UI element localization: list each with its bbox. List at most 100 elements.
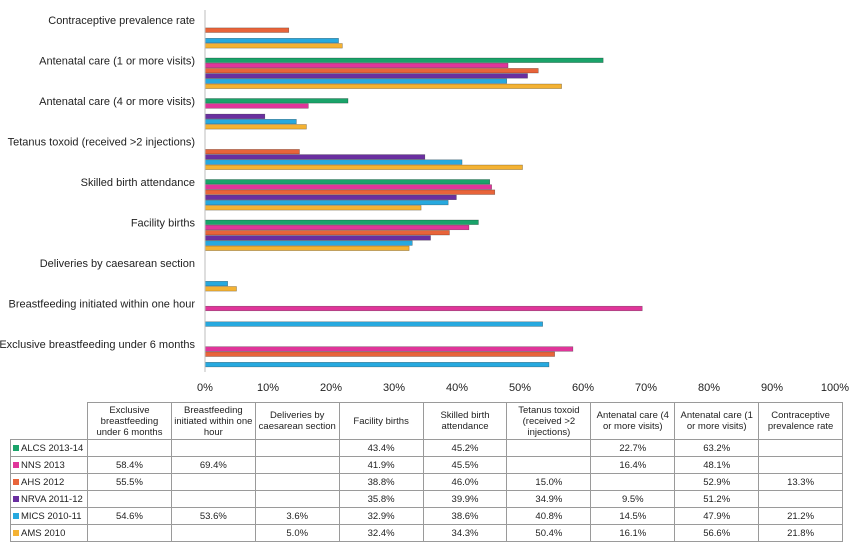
x-tick-label: 30% bbox=[383, 382, 405, 394]
data-table: Exclusive breastfeeding under 6 months Br… bbox=[10, 402, 844, 542]
x-tick-label: 20% bbox=[320, 382, 342, 394]
x-tick-label: 40% bbox=[446, 382, 468, 394]
bar-chart: Contraceptive prevalence rate Antenatal c… bbox=[0, 10, 849, 394]
x-tick-label: 60% bbox=[572, 382, 594, 394]
table-cell: 39.9% bbox=[422, 490, 508, 508]
category-labels: Contraceptive prevalence rate Antenatal c… bbox=[0, 15, 195, 351]
table-row: NRVA 2011-12 35.8% 39.9% 34.9% 9.5% 51.2% bbox=[10, 490, 844, 508]
bar-mics-2010-11-facility-births bbox=[204, 240, 413, 246]
table-cell: 56.6% bbox=[674, 524, 760, 542]
bar-ahs-2012-contraceptive-prevalence-rate bbox=[204, 27, 290, 33]
category-label-tetanus-toxoid-received-2-injections: Tetanus toxoid (received >2 injections) bbox=[8, 137, 195, 149]
bar-mics-2010-11-breastfeeding-initiated-within-one-hour bbox=[204, 321, 543, 327]
series-name-cell: NNS 2013 bbox=[10, 456, 88, 474]
table-cell bbox=[254, 490, 340, 508]
category-label-antenatal-care-4-or-more-visits: Antenatal care (4 or more visits) bbox=[39, 96, 195, 108]
table-cell bbox=[254, 456, 340, 474]
table-body: ALCS 2013-14 43.4% 45.2% 22.7% 63.2% NNS 2013… bbox=[10, 439, 844, 542]
table-cell: 53.6% bbox=[170, 507, 256, 525]
table-cell bbox=[254, 439, 340, 457]
table-header-cell: Skilled birth attendance bbox=[422, 402, 508, 440]
bar-ams-2010-facility-births bbox=[204, 245, 410, 251]
table-cell bbox=[758, 490, 844, 508]
bar-ams-2010-antenatal-care-4-or-more-visits bbox=[204, 124, 307, 130]
bar-alcs-2013-14-antenatal-care-4-or-more-visits bbox=[204, 98, 349, 104]
table-header-cell: Contraceptive prevalence rate bbox=[758, 402, 844, 440]
table-header-cell: Exclusive breastfeeding under 6 months bbox=[87, 402, 172, 440]
table-cell: 63.2% bbox=[674, 439, 760, 457]
bar-ams-2010-antenatal-care-1-or-more-visits bbox=[204, 83, 562, 89]
table-row: AMS 2010 5.0% 32.4% 34.3% 50.4% 16.1% 56.6% 21.… bbox=[10, 524, 844, 542]
bar-mics-2010-11-antenatal-care-4-or-more-visits bbox=[204, 119, 297, 125]
table-cell: 58.4% bbox=[87, 456, 172, 474]
table-cell: 9.5% bbox=[590, 490, 676, 508]
x-tick-label: 10% bbox=[257, 382, 279, 394]
table-cell: 45.5% bbox=[422, 456, 508, 474]
table-cell bbox=[758, 456, 844, 474]
legend-swatch bbox=[13, 478, 19, 485]
table-cell bbox=[87, 524, 172, 542]
category-label-skilled-birth-attendance: Skilled birth attendance bbox=[81, 177, 195, 189]
bar-nns-2013-facility-births bbox=[204, 224, 470, 231]
bar-nns-2013-breastfeeding-initiated-within-one-hour bbox=[204, 305, 643, 312]
bar-ams-2010-tetanus-toxoid-received-2-injections bbox=[204, 164, 523, 170]
table-cell: 69.4% bbox=[170, 456, 256, 474]
table-cell bbox=[87, 490, 172, 508]
category-label-exclusive-breastfeeding-under-6-months: Exclusive breastfeeding under 6 months bbox=[0, 339, 195, 351]
table-cell bbox=[254, 473, 340, 491]
bar-nns-2013-antenatal-care-4-or-more-visits bbox=[204, 103, 309, 109]
table-cell: 14.5% bbox=[590, 507, 676, 525]
x-tick-label: 50% bbox=[509, 382, 531, 394]
table-cell: 38.8% bbox=[338, 473, 424, 491]
table-cell: 41.9% bbox=[338, 456, 424, 474]
table-cell: 32.9% bbox=[338, 507, 424, 525]
x-tick-label: 0% bbox=[197, 382, 213, 394]
series-name-cell: ALCS 2013-14 bbox=[10, 439, 88, 457]
table-header-row: Exclusive breastfeeding under 6 months Br… bbox=[10, 402, 844, 440]
legend-swatch bbox=[13, 495, 19, 502]
table-cell: 46.0% bbox=[422, 473, 508, 491]
table-cell bbox=[170, 473, 256, 491]
x-tick-label: 100% bbox=[821, 382, 849, 394]
legend-swatch bbox=[13, 529, 19, 536]
table-row: AHS 2012 55.5% 38.8% 46.0% 15.0% 52.9% 13.3% bbox=[10, 473, 844, 491]
bar-mics-2010-11-tetanus-toxoid-received-2-injections bbox=[204, 159, 463, 165]
table-cell: 40.8% bbox=[506, 507, 592, 525]
table-row: NNS 2013 58.4% 69.4% 41.9% 45.5% 16.4% 48.1% bbox=[10, 456, 844, 474]
x-tick-label: 80% bbox=[698, 382, 720, 394]
table-header-cell: Antenatal care (1 or more visits) bbox=[674, 402, 760, 440]
table-header-cell: Facility births bbox=[338, 402, 424, 440]
table-cell: 52.9% bbox=[674, 473, 760, 491]
table-cell: 21.8% bbox=[758, 524, 844, 542]
bar-mics-2010-11-antenatal-care-1-or-more-visits bbox=[204, 78, 508, 84]
table-cell bbox=[170, 490, 256, 508]
table-cell: 21.2% bbox=[758, 507, 844, 525]
bar-nns-2013-antenatal-care-1-or-more-visits bbox=[204, 62, 509, 69]
table-cell: 16.1% bbox=[590, 524, 676, 542]
table-header-cell: Breastfeeding initiated within one hour bbox=[170, 402, 256, 440]
series-name: AHS 2012 bbox=[21, 476, 65, 488]
bar-ams-2010-contraceptive-prevalence-rate bbox=[204, 43, 343, 49]
legend-swatch bbox=[13, 512, 19, 519]
table-cell: 47.9% bbox=[674, 507, 760, 525]
series-name: MICS 2010-11 bbox=[21, 510, 82, 522]
series-name: NRVA 2011-12 bbox=[21, 493, 83, 505]
table-cell: 43.4% bbox=[338, 439, 424, 457]
bar-nrva-2011-12-skilled-birth-attendance bbox=[204, 194, 457, 200]
bar-nrva-2011-12-tetanus-toxoid-received-2-injections bbox=[204, 154, 426, 160]
bar-nrva-2011-12-antenatal-care-4-or-more-visits bbox=[204, 113, 266, 119]
table-header-cell: Deliveries by caesarean section bbox=[254, 402, 340, 440]
series-name: AMS 2010 bbox=[21, 527, 66, 539]
table-cell: 55.5% bbox=[87, 473, 172, 491]
bar-ams-2010-skilled-birth-attendance bbox=[204, 205, 422, 211]
series-name: ALCS 2013-14 bbox=[21, 442, 84, 454]
bar-nns-2013-exclusive-breastfeeding-under-6-months bbox=[204, 346, 574, 352]
bar-ams-2010-deliveries-by-caesarean-section bbox=[204, 286, 237, 292]
table-cell: 32.4% bbox=[338, 524, 424, 542]
category-label-facility-births: Facility births bbox=[131, 218, 196, 230]
table-cell: 54.6% bbox=[87, 507, 172, 525]
legend-swatch bbox=[13, 444, 19, 451]
bar-mics-2010-11-exclusive-breastfeeding-under-6-months bbox=[204, 362, 550, 368]
table-cell: 50.4% bbox=[506, 524, 592, 542]
x-tick-label: 90% bbox=[761, 382, 783, 394]
